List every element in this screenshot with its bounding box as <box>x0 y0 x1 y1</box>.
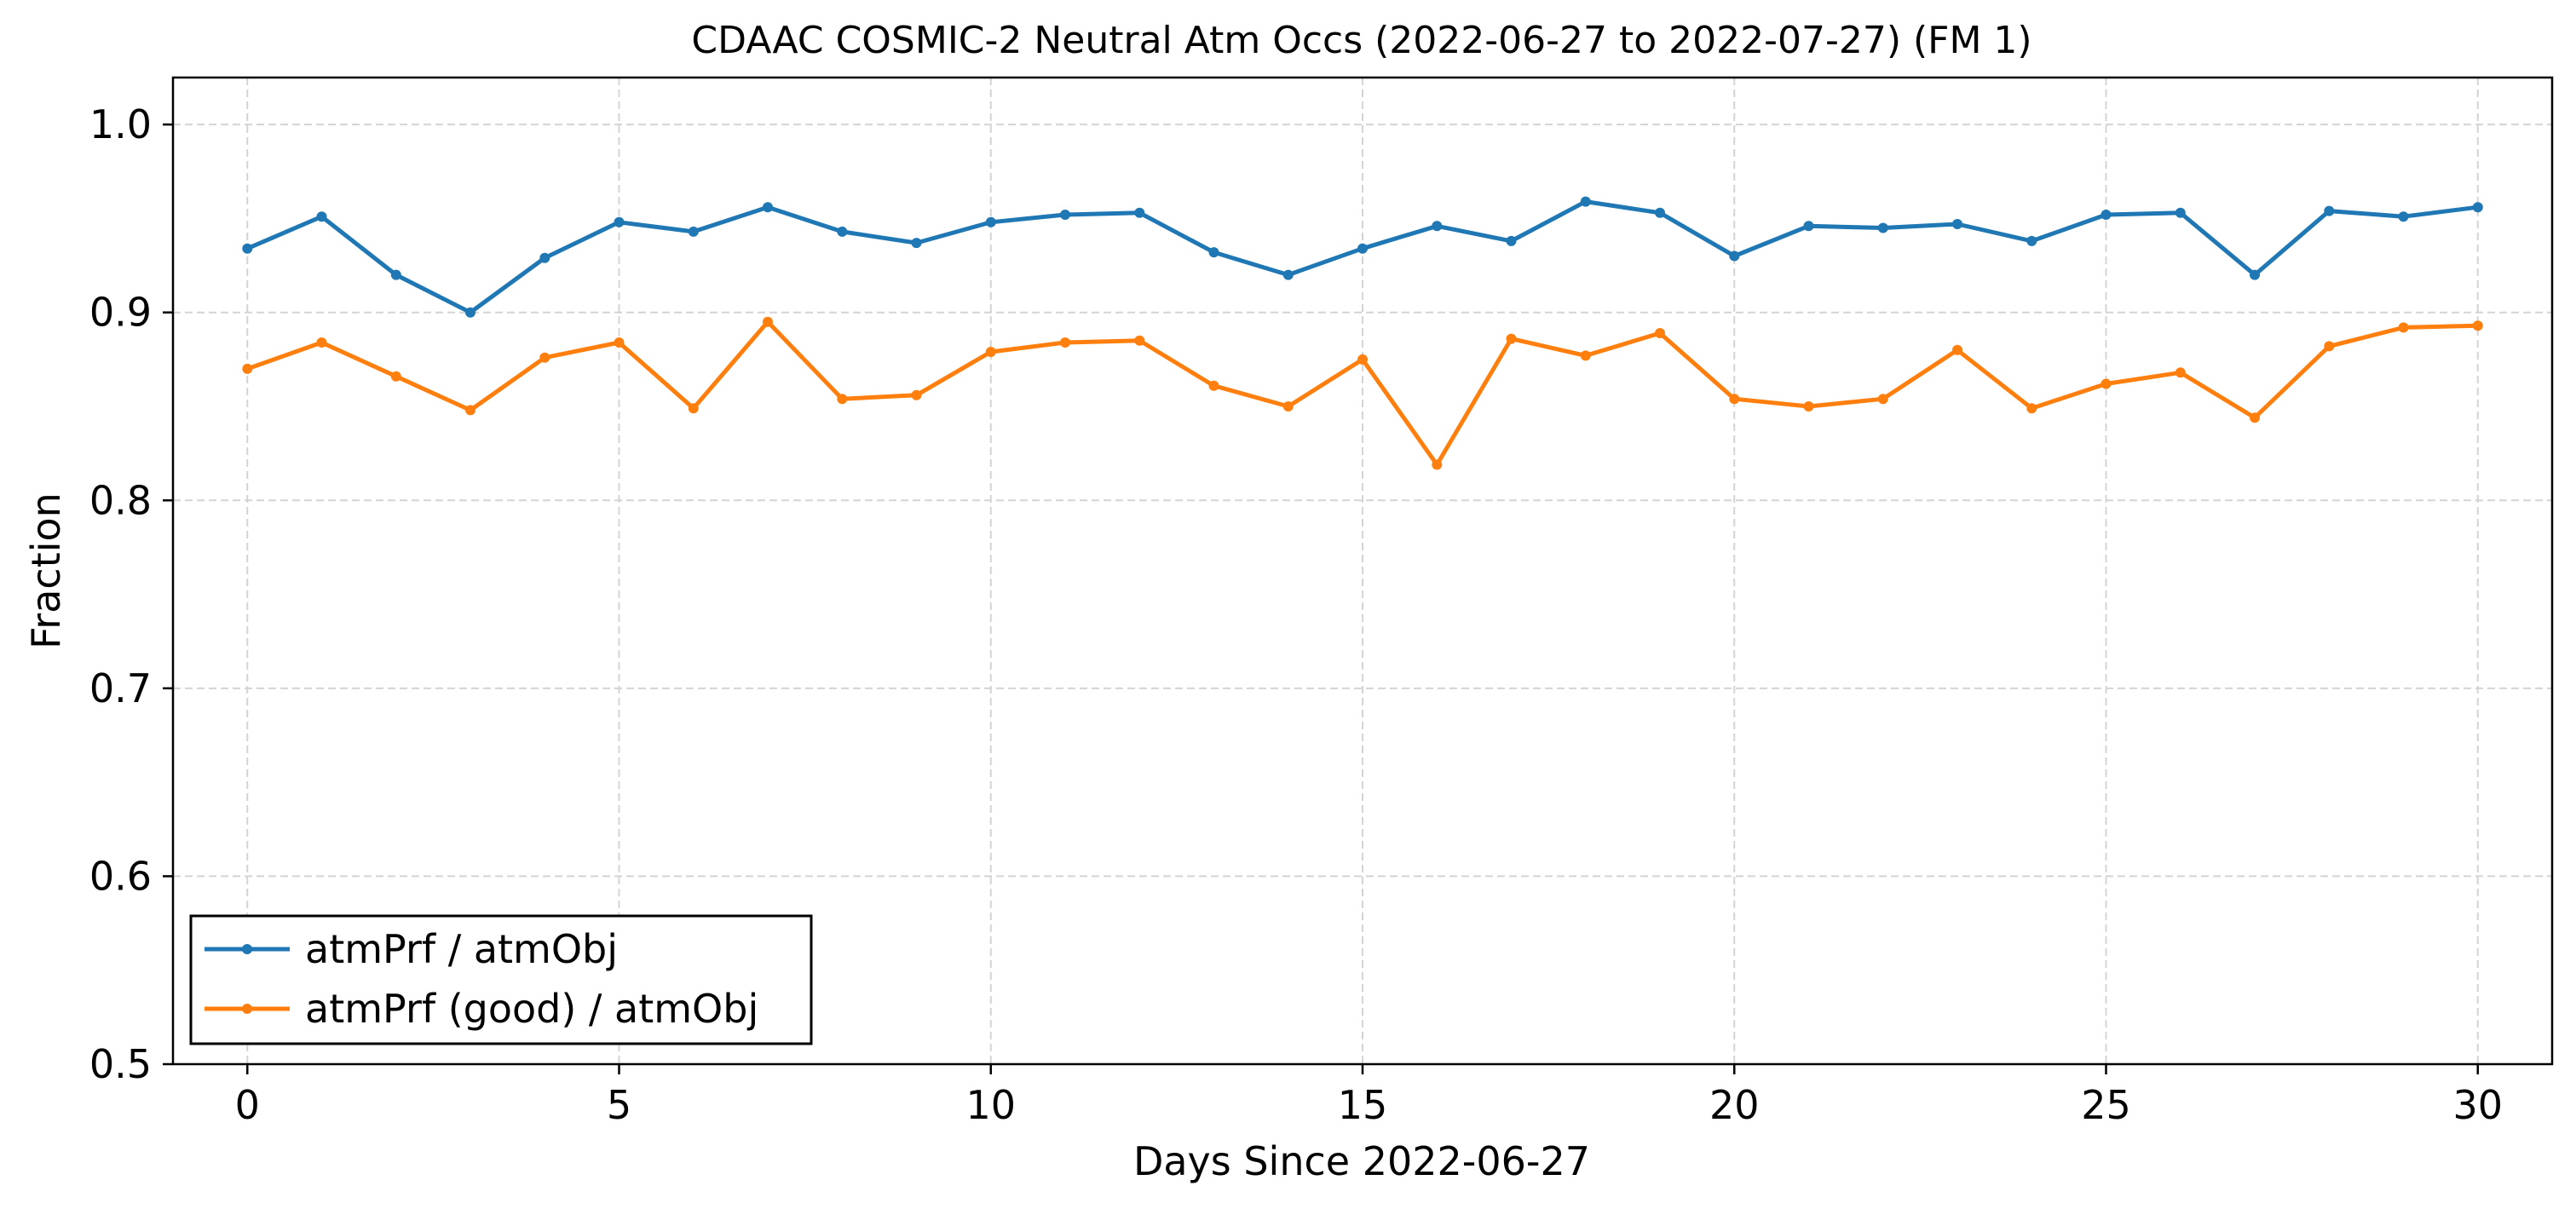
x-tick-label: 25 <box>2081 1082 2131 1128</box>
data-point-0 <box>1506 235 1517 246</box>
data-point-1 <box>1357 354 1368 365</box>
data-point-0 <box>2175 207 2186 218</box>
data-point-0 <box>1729 250 1740 262</box>
legend: atmPrf / atmObj atmPrf (good) / atmObj <box>189 914 813 1045</box>
data-point-0 <box>2472 202 2483 213</box>
y-tick-label: 0.8 <box>89 477 152 523</box>
data-point-0 <box>1803 221 1814 232</box>
data-point-0 <box>2101 210 2112 220</box>
data-point-0 <box>837 226 848 237</box>
data-point-0 <box>2250 269 2260 280</box>
data-point-0 <box>1655 207 1665 218</box>
data-point-0 <box>911 238 922 249</box>
data-point-0 <box>1580 196 1591 207</box>
y-tick-label: 0.5 <box>89 1041 152 1087</box>
data-point-1 <box>2026 403 2037 414</box>
data-point-1 <box>1134 335 1145 346</box>
data-point-1 <box>985 347 996 357</box>
data-point-1 <box>2398 322 2409 333</box>
y-tick-label: 0.7 <box>89 665 152 711</box>
data-point-0 <box>465 307 475 318</box>
data-point-1 <box>2101 378 2112 389</box>
data-point-0 <box>390 269 401 280</box>
data-point-1 <box>2324 341 2335 352</box>
legend-label-0: atmPrf / atmObj <box>305 926 618 972</box>
y-tick-label: 0.6 <box>89 853 152 899</box>
data-point-0 <box>1877 222 1888 233</box>
data-point-0 <box>316 211 327 222</box>
series-layer <box>242 196 2483 470</box>
data-point-0 <box>1432 221 1443 232</box>
legend-label-1: atmPrf (good) / atmObj <box>305 986 758 1032</box>
data-point-0 <box>763 202 773 213</box>
y-tick-label: 1.0 <box>89 101 152 147</box>
data-point-1 <box>688 403 699 414</box>
data-point-1 <box>837 394 848 405</box>
data-point-0 <box>1357 243 1368 254</box>
data-point-1 <box>1952 344 1962 355</box>
data-point-1 <box>1803 401 1814 412</box>
data-point-0 <box>1282 269 1294 280</box>
y-axis-label: Fraction <box>23 492 69 649</box>
data-point-0 <box>539 252 550 263</box>
chart-title: CDAAC COSMIC-2 Neutral Atm Occs (2022-06… <box>691 19 2031 62</box>
x-tick-label: 30 <box>2452 1082 2503 1128</box>
data-point-1 <box>1580 350 1591 361</box>
data-point-1 <box>539 352 550 363</box>
data-point-1 <box>1282 401 1294 412</box>
data-point-1 <box>1877 394 1888 405</box>
data-point-1 <box>2250 412 2260 423</box>
data-point-0 <box>2026 235 2037 246</box>
data-point-0 <box>1134 207 1145 218</box>
data-point-1 <box>911 389 922 400</box>
data-point-0 <box>1952 219 1962 229</box>
data-point-1 <box>390 371 401 382</box>
x-tick-label: 15 <box>1338 1082 1388 1128</box>
x-axis-label: Days Since 2022-06-27 <box>1133 1138 1590 1184</box>
data-point-1 <box>614 337 625 348</box>
data-point-1 <box>465 405 475 416</box>
legend-marker-0 <box>242 944 252 954</box>
x-tick-label: 0 <box>235 1082 260 1128</box>
data-point-1 <box>763 316 773 327</box>
y-tick-label: 0.9 <box>89 290 152 336</box>
data-point-1 <box>2175 367 2186 378</box>
axis-ticks: 0 5 10 15 20 25 30 0.5 0.6 0.7 0.8 0.9 1.0 <box>89 101 2503 1128</box>
data-point-0 <box>2398 211 2409 222</box>
x-tick-label: 10 <box>965 1082 1016 1128</box>
data-point-1 <box>316 337 327 348</box>
data-point-0 <box>242 243 253 254</box>
data-point-1 <box>1432 459 1443 470</box>
data-point-1 <box>2472 320 2483 331</box>
data-point-1 <box>1655 328 1665 338</box>
data-point-1 <box>1060 337 1070 348</box>
data-point-0 <box>2324 205 2335 216</box>
x-tick-label: 20 <box>1709 1082 1760 1128</box>
data-point-0 <box>1060 210 1070 220</box>
data-point-0 <box>1208 247 1219 258</box>
data-point-0 <box>688 226 699 237</box>
x-tick-label: 5 <box>607 1082 631 1128</box>
data-point-1 <box>1729 394 1740 405</box>
legend-marker-1 <box>242 1004 252 1014</box>
legend-box <box>189 914 813 1045</box>
data-point-1 <box>1506 333 1517 344</box>
data-point-0 <box>985 216 996 227</box>
data-point-1 <box>1208 380 1219 391</box>
data-point-0 <box>614 216 625 227</box>
data-point-1 <box>242 363 253 374</box>
